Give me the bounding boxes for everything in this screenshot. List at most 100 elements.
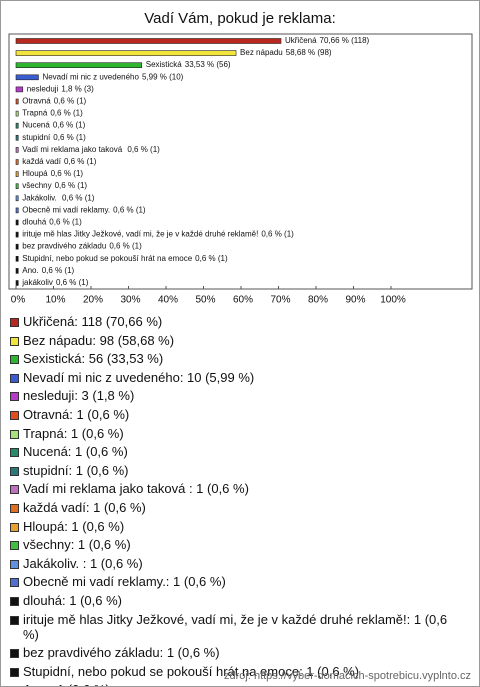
legend-item: nesleduji: 3 (1,8 %)	[9, 388, 464, 403]
bar-label: dlouhá 0,6 % (1)	[22, 218, 82, 227]
category-label: Obecně mi vadí reklamy.	[22, 206, 110, 215]
bar	[15, 62, 143, 69]
bar	[15, 183, 19, 189]
bar-label: Hloupá 0,6 % (1)	[22, 169, 83, 178]
legend-label: Bez nápadu: 98 (58,68 %)	[23, 332, 175, 348]
value-label: 5,99 % (10)	[142, 72, 184, 81]
x-tick-label: 90%	[345, 295, 365, 306]
value-label: 0,6 % (1)	[49, 218, 82, 227]
x-tick-label: 30%	[120, 295, 140, 306]
category-label: Sexistická	[146, 60, 183, 69]
legend: Ukřičená: 118 (70,66 %) Bez nápadu: 98 (5…	[9, 314, 464, 686]
legend-swatch	[10, 392, 19, 402]
category-label: Hloupá	[22, 169, 48, 178]
x-tick-label: 100%	[380, 295, 406, 306]
bar-label: Stupidní, nebo pokud se pokouší hrát na …	[22, 254, 228, 263]
category-label: každá vadí	[22, 157, 61, 166]
bar	[15, 207, 19, 214]
bar	[15, 280, 19, 286]
category-label: stupidní	[22, 133, 51, 142]
x-tick-label: 50%	[195, 295, 215, 306]
category-label: Vadí mi reklama jako taková	[22, 145, 124, 154]
value-label: 1,8 % (3)	[61, 85, 94, 94]
legend-label: Hloupá: 1 (0,6 %)	[23, 518, 125, 534]
legend-swatch	[10, 522, 19, 532]
legend-label: Obecně mi vadí reklamy.: 1 (0,6 %)	[23, 574, 226, 590]
chart-title: Vadí Vám, pokud je reklama:	[144, 10, 335, 27]
value-label: 0,6 % (1)	[50, 109, 83, 118]
bar	[15, 243, 19, 250]
category-label: Trapná	[22, 109, 48, 118]
category-label: Bez nápadu	[240, 48, 283, 57]
legend-item: Sexistická: 56 (33,53 %)	[9, 351, 464, 366]
category-label: bez pravdivého základu	[22, 242, 106, 251]
legend-swatch	[10, 355, 19, 365]
legend-item: bez pravdivého základu: 1 (0,6 %)	[9, 645, 464, 660]
value-label: 0,6 % (1)	[195, 254, 228, 263]
category-label: Nevadí mi nic z uvedeného	[42, 72, 139, 81]
legend-item: Ano.: 1 (0,6 %)	[9, 682, 464, 686]
value-label: 0,6 % (1)	[127, 145, 160, 154]
bar	[15, 147, 19, 153]
legend-label: irituje mě hlas Jitky Ježkové, vadí mi, …	[23, 611, 448, 642]
legend-label: Nevadí mi nic z uvedeného: 10 (5,99 %)	[23, 369, 255, 385]
legend-item: Vadí mi reklama jako taková : 1 (0,6 %)	[9, 481, 464, 496]
bar-label: Vadí mi reklama jako taková 0,6 % (1)	[22, 145, 160, 154]
bar	[15, 195, 19, 202]
category-label: irituje mě hlas Jitky Ježkové, vadí mi, …	[22, 230, 258, 239]
bar	[15, 256, 19, 262]
bar-label: každá vadí 0,6 % (1)	[22, 157, 96, 166]
bar	[15, 159, 19, 165]
legend-label: Trapná: 1 (0,6 %)	[23, 425, 124, 441]
category-label: nesleduji	[27, 85, 59, 94]
legend-swatch	[10, 448, 19, 458]
legend-item: Jakákoliv. : 1 (0,6 %)	[9, 556, 464, 571]
legend-swatch	[10, 466, 19, 476]
source: zdroj: https://vyber-domacich-spotrebicu…	[224, 670, 471, 682]
legend-item: Hloupá: 1 (0,6 %)	[9, 519, 464, 534]
x-tick-label: 10%	[45, 295, 65, 306]
legend-label: každá vadí: 1 (0,6 %)	[23, 499, 146, 515]
category-label: jakákoliv	[21, 278, 53, 287]
category-label: Ano.	[22, 266, 38, 275]
bar	[15, 38, 282, 44]
legend-swatch	[10, 667, 19, 677]
bar	[15, 135, 19, 141]
legend-label: Vadí mi reklama jako taková : 1 (0,6 %)	[23, 481, 249, 497]
category-label: Ukřičená	[285, 36, 317, 45]
legend-item: dlouhá: 1 (0,6 %)	[9, 593, 464, 608]
bar-label: všechny 0,6 % (1)	[22, 181, 87, 190]
value-label: 0,6 % (1)	[54, 97, 87, 106]
bar-label: Sexistická 33,53 % (56)	[146, 60, 231, 69]
bar-label: nesleduji 1,8 % (3)	[27, 85, 94, 94]
legend-item: každá vadí: 1 (0,6 %)	[9, 500, 464, 515]
bar	[15, 74, 39, 81]
bar-label: jakákoliv 0,6 % (1)	[21, 278, 88, 287]
legend-label: bez pravdivého základu: 1 (0,6 %)	[23, 645, 220, 661]
bar	[15, 171, 19, 177]
bar	[15, 122, 19, 129]
category-label: Otravná	[22, 97, 51, 106]
category-label: Jakákoliv.	[22, 193, 59, 202]
value-label: 0,6 % (1)	[56, 278, 89, 287]
legend-label: Sexistická: 56 (33,53 %)	[23, 351, 164, 367]
legend-item: Ukřičená: 118 (70,66 %)	[9, 314, 464, 329]
legend-swatch	[10, 410, 19, 420]
category-label: Stupidní, nebo pokud se pokouší hrát na …	[22, 254, 192, 263]
legend-swatch	[10, 649, 19, 659]
bar	[15, 110, 19, 117]
legend-swatch	[10, 485, 19, 495]
value-label: 0,6 % (1)	[62, 193, 95, 202]
legend-swatch	[10, 578, 19, 588]
bar-label: Ukřičená 70,66 % (118)	[285, 36, 370, 45]
legend-label: Otravná: 1 (0,6 %)	[23, 406, 130, 422]
legend-item: irituje mě hlas Jitky Ježkové, vadí mi, …	[9, 612, 464, 642]
value-label: 0,6 % (1)	[113, 206, 146, 215]
legend-label: Stupidní, nebo pokud se pokouší hrát na …	[23, 663, 360, 679]
legend-item: Trapná: 1 (0,6 %)	[9, 426, 464, 441]
value-label: 33,53 % (56)	[185, 60, 231, 69]
legend-swatch	[10, 596, 19, 606]
category-label: Nucená	[22, 121, 50, 130]
bar-label: stupidní 0,6 % (1)	[22, 133, 86, 142]
